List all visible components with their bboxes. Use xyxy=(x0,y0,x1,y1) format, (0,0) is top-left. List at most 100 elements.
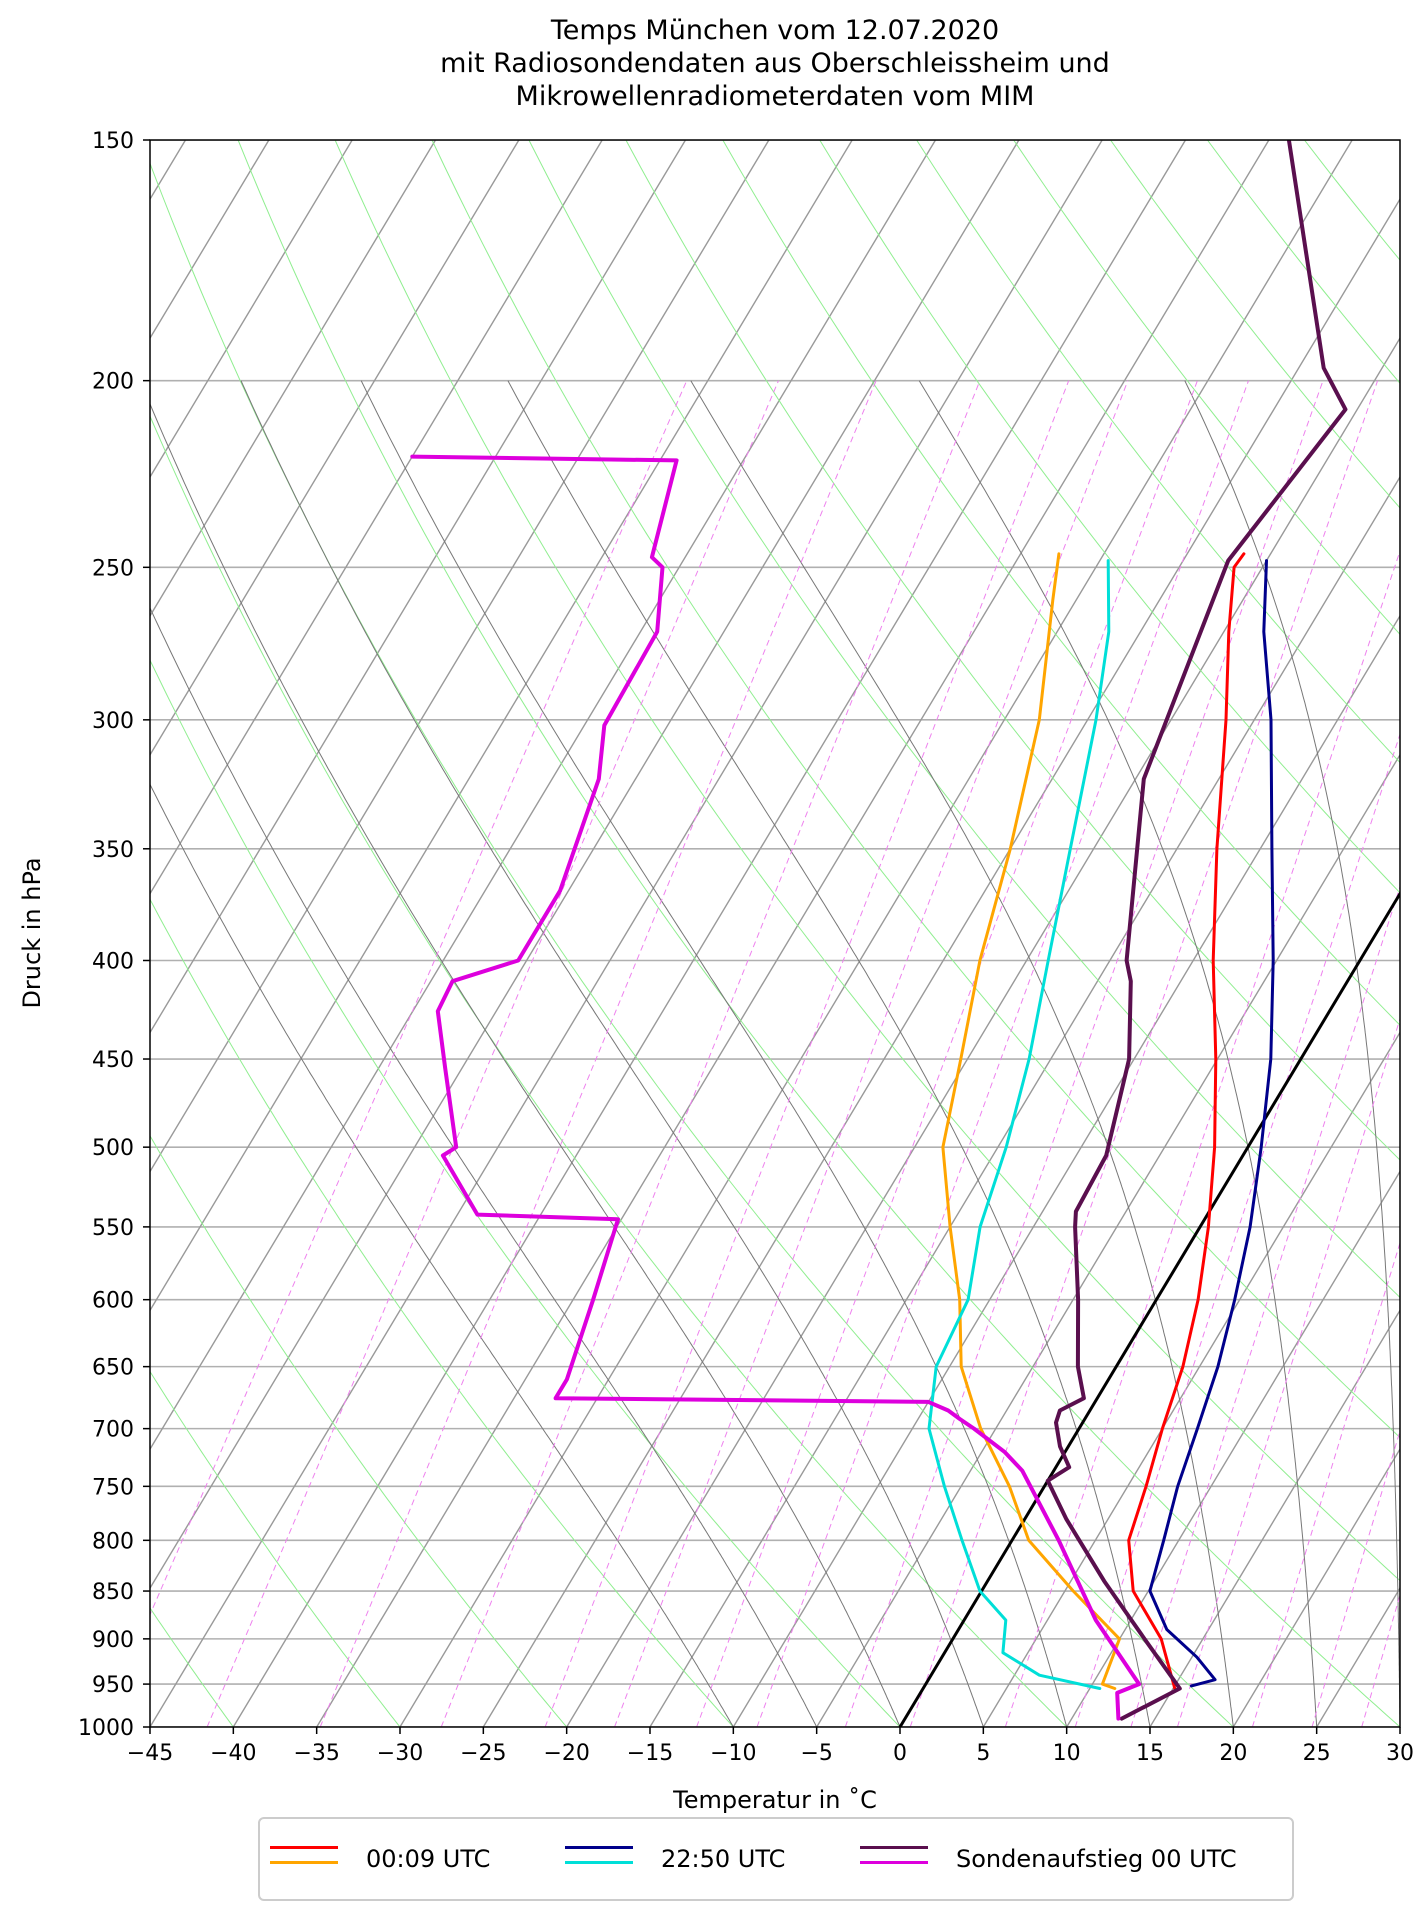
isotherm--20 xyxy=(566,336,1400,1727)
y-tick-label-950: 950 xyxy=(92,1673,134,1698)
mixing-ratio-line-1.5 xyxy=(696,380,1198,1727)
dry-adiabat-140 xyxy=(1304,140,1400,261)
chart-title-line-1: Temps München vom 12.07.2020 xyxy=(550,15,1000,46)
y-tick-label-200: 200 xyxy=(92,370,134,395)
mixing-ratio-line-28 xyxy=(1404,381,1427,1727)
dry-adiabat-90 xyxy=(819,140,1400,894)
x-tick-label-0: −45 xyxy=(127,1741,173,1766)
mixing-ratio-line-12 xyxy=(1176,1017,1400,1727)
isotherm--35 xyxy=(316,140,1270,1727)
isotherm-5 xyxy=(982,1031,1400,1727)
isotherm--25 xyxy=(482,197,1400,1727)
x-tick-label-2: −35 xyxy=(293,1741,339,1766)
moist-adiabat-15 xyxy=(507,380,1151,1727)
legend-label-0009: 00:09 UTC xyxy=(366,1845,491,1873)
legend-swatch-red xyxy=(270,1846,338,1849)
legend-label-2250: 22:50 UTC xyxy=(661,1845,786,1873)
x-tick-label-6: −15 xyxy=(627,1741,673,1766)
y-tick-label-450: 450 xyxy=(92,1048,134,1073)
isotherm-25 xyxy=(1316,1586,1400,1727)
y-tick-label-400: 400 xyxy=(92,949,134,974)
isotherm-0 xyxy=(899,892,1400,1727)
dry-adiabat-20 xyxy=(150,161,1234,1727)
isotherm--55 xyxy=(150,140,937,1451)
isotherm--90 xyxy=(150,140,353,479)
moist-adiabat-5 xyxy=(240,380,984,1727)
series-mwr-2250-dew xyxy=(927,559,1111,1690)
legend-swatch-orange xyxy=(270,1861,338,1864)
dry-adiabat-60 xyxy=(528,140,1400,1299)
y-tick-label-150: 150 xyxy=(92,129,134,154)
x-tick-label-10: 5 xyxy=(976,1741,990,1766)
dry-adiabat-0 xyxy=(150,659,901,1727)
dry-adiabat-120 xyxy=(1110,140,1400,509)
isotherm--105 xyxy=(0,140,102,1727)
isotherm--15 xyxy=(649,475,1400,1727)
y-tick-label-550: 550 xyxy=(92,1216,134,1241)
dry-adiabat-130 xyxy=(1206,140,1400,385)
chart-title: Temps München vom 12.07.2020 mit Radioso… xyxy=(150,14,1400,113)
y-tick-label-750: 750 xyxy=(92,1475,134,1500)
dry-adiabat--10 xyxy=(150,898,734,1727)
moist-adiabat-0 xyxy=(150,402,901,1727)
x-tick-label-14: 25 xyxy=(1303,1741,1331,1766)
isotherm-15 xyxy=(1149,1308,1400,1727)
x-tick-label-8: −5 xyxy=(800,1741,832,1766)
y-tick-label-250: 250 xyxy=(92,556,134,581)
mixing-ratio-line-4 xyxy=(909,380,1379,1727)
dry-adiabat-150 xyxy=(1401,140,1427,1727)
isotherm--70 xyxy=(150,140,687,1034)
mixing-ratio-line-6 xyxy=(1004,549,1400,1727)
isotherm--30 xyxy=(399,140,1353,1727)
mixing-ratio-line-1 xyxy=(614,380,1129,1727)
mixing-ratio-line-0.7 xyxy=(544,380,1070,1727)
mixing-ratio-line-0.1 xyxy=(206,380,779,1727)
chart-title-line-2: mit Radiosondendaten aus Oberschleisshei… xyxy=(440,48,1110,79)
series-mwr-0009-dew xyxy=(941,552,1121,1690)
y-tick-label-300: 300 xyxy=(92,709,134,734)
dry-adiabat-10 xyxy=(150,414,1068,1727)
x-tick-label-4: −25 xyxy=(460,1741,506,1766)
gridlines xyxy=(0,140,1427,1727)
x-tick-label-7: −10 xyxy=(710,1741,756,1766)
isotherm--60 xyxy=(150,140,853,1312)
dry-adiabat-30 xyxy=(237,140,1400,1727)
legend-label-sonde: Sondenaufstieg 00 UTC xyxy=(956,1845,1237,1873)
moist-adiabat--5 xyxy=(150,606,818,1727)
axes: −45 −40 −35 −30 −25 −20 −15 −10 −5 0 5 10 15 20 25 30 15… xyxy=(78,129,1414,1766)
y-tick-label-350: 350 xyxy=(92,838,134,863)
legend-swatch-purple xyxy=(860,1846,928,1849)
y-tick-label-900: 900 xyxy=(92,1628,134,1653)
mixing-ratio-line-20 xyxy=(1311,1429,1400,1727)
isotherm--75 xyxy=(150,140,603,896)
y-tick-label-850: 850 xyxy=(92,1580,134,1605)
moist-adiabat-25 xyxy=(918,380,1318,1727)
dry-adiabat-50 xyxy=(431,140,1400,1439)
mixing-ratio-line-24 xyxy=(1361,1593,1400,1727)
isotherm--50 xyxy=(150,140,1020,1590)
mixing-ratio-line-10 xyxy=(1130,885,1400,1727)
mixing-ratio-line-0.2 xyxy=(319,380,877,1727)
isotherm--10 xyxy=(732,614,1400,1727)
y-tick-label-700: 700 xyxy=(92,1418,134,1443)
mixing-ratio-line-0.05 xyxy=(150,380,688,1616)
isotherm--110 xyxy=(0,140,19,1727)
zero-degree-isotherm xyxy=(898,890,1400,1727)
x-tick-label-12: 15 xyxy=(1136,1741,1164,1766)
isotherm--80 xyxy=(150,140,520,757)
mixing-ratio-line-16 xyxy=(1251,1241,1400,1727)
isotherm--45 xyxy=(150,140,1103,1727)
dry-adiabat-40 xyxy=(334,140,1400,1582)
isotherm-10 xyxy=(1066,1170,1400,1727)
y-axis-label: Druck in hPa xyxy=(18,857,46,1008)
dry-adiabat-110 xyxy=(1013,140,1400,636)
isotherm-30 xyxy=(1399,1725,1400,1727)
isotherm--5 xyxy=(816,753,1400,1727)
isotherm--40 xyxy=(232,140,1187,1727)
series-mwr-2250-temp xyxy=(1148,559,1275,1688)
y-tick-label-600: 600 xyxy=(92,1289,134,1314)
legend-swatch-navy xyxy=(565,1846,633,1849)
mixing-ratio-line-0.4 xyxy=(440,380,981,1727)
mixing-ratio-line-2 xyxy=(756,380,1249,1727)
